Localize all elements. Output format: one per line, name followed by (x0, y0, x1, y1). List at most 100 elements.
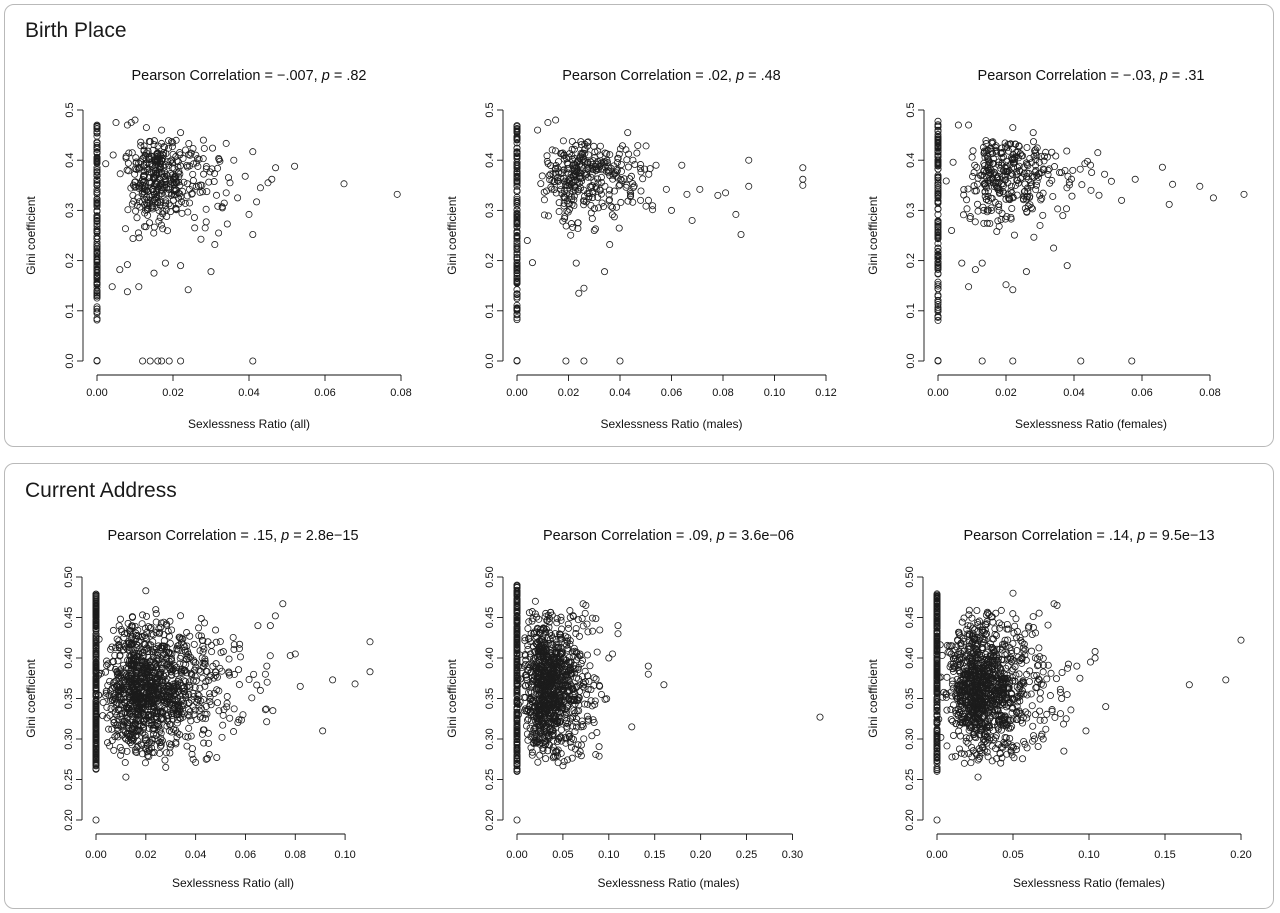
scatter-point (607, 202, 615, 210)
scatter-point (123, 261, 131, 269)
scatter-point (159, 173, 167, 181)
y-axis: 0.00.10.20.30.40.5 (484, 102, 504, 369)
scatter-point (131, 170, 139, 178)
scatter-point (161, 175, 169, 183)
y-tick-label: 0.3 (484, 203, 496, 218)
scatter-point (606, 151, 614, 159)
y-axis: 0.00.10.20.30.40.5 (64, 102, 84, 369)
y-tick-label: 0.3 (64, 203, 76, 218)
scatter-point (603, 150, 611, 158)
scatter-point (137, 180, 145, 188)
scatter-point (124, 206, 132, 214)
scatter-point (543, 152, 551, 160)
scatter-point (184, 286, 192, 294)
y-tick-label: 0.5 (484, 102, 496, 117)
scatter-point (146, 357, 154, 365)
scatter-point (1046, 692, 1054, 700)
scatter-point (596, 142, 604, 150)
scatter-point (150, 169, 158, 177)
scatter-point (168, 143, 176, 151)
scatter-point (176, 181, 184, 189)
scatter-point (623, 181, 631, 189)
scatter-point (170, 164, 178, 172)
scatter-point (146, 138, 154, 146)
scatter-point (93, 186, 101, 194)
x-tick-label: 0.08 (712, 387, 733, 399)
scatter-point (142, 206, 150, 214)
scatter-point (183, 163, 191, 171)
scatter-point (93, 125, 101, 133)
scatter-point (194, 162, 202, 170)
scatter-point (172, 136, 180, 144)
scatter-point (568, 137, 576, 145)
scatter-point (193, 155, 201, 163)
scatter-point (93, 153, 101, 161)
scatter-point (93, 212, 101, 220)
scatter-point (168, 156, 176, 164)
scatter-point (93, 303, 101, 311)
x-tick-label: 0.00 (86, 387, 107, 399)
scatter-point (559, 137, 567, 145)
y-tick-label: 0.2 (484, 253, 496, 268)
scatter-point (569, 188, 577, 196)
scatter-point (134, 229, 142, 237)
scatter-point (615, 224, 623, 232)
scatter-point (143, 164, 151, 172)
scatter-point (127, 119, 135, 127)
scatter-point (93, 294, 101, 302)
y-tick-label: 0.50 (904, 566, 916, 587)
scatter-point (191, 224, 199, 232)
scatter-point (93, 253, 101, 261)
scatter-point (156, 213, 164, 221)
scatter-point (586, 183, 594, 191)
scatter-point (602, 167, 610, 175)
scatter-point (547, 161, 555, 169)
scatter-point (93, 305, 101, 313)
y-tick-label: 0.2 (64, 253, 76, 268)
scatter-point (577, 138, 585, 146)
scatter-points (513, 116, 807, 365)
scatter-point (128, 149, 136, 157)
scatter-point (1043, 675, 1051, 683)
scatter-point (642, 202, 650, 210)
scatter-point (162, 199, 170, 207)
scatter-point (249, 230, 257, 238)
scatter-point (1036, 695, 1044, 703)
scatter-point (190, 213, 198, 221)
x-tick-label: 0.10 (764, 387, 785, 399)
scatter-point (131, 183, 139, 191)
scatter-point (93, 190, 101, 198)
scatter-point (177, 129, 185, 137)
scatter-point (626, 188, 634, 196)
scatter-point (165, 161, 173, 169)
scatter-point (138, 198, 146, 206)
scatter-point (93, 195, 101, 203)
scatter-point (587, 201, 595, 209)
scatter-point (134, 164, 142, 172)
scatter-point (649, 202, 657, 210)
scatter-point (102, 160, 110, 168)
x-tick-label: 0.12 (815, 387, 836, 399)
scatter-point (192, 183, 200, 191)
scatter-point (948, 753, 956, 761)
scatter-point (93, 203, 101, 211)
scatter-point (600, 203, 608, 211)
scatter-point (155, 168, 163, 176)
scatter-point (153, 158, 161, 166)
chart-title: Pearson Correlation = .02, p = .48 (562, 68, 780, 84)
scatter-point (234, 194, 242, 202)
scatter-point (166, 157, 174, 165)
x-tick-label: 0.15 (1154, 849, 1175, 861)
scatter-point (152, 203, 160, 211)
scatter-point (626, 193, 634, 201)
y-tick-label: 0.20 (904, 809, 916, 830)
scatter-point (1060, 747, 1068, 755)
scatter-point (93, 171, 101, 179)
scatter-point (1064, 660, 1072, 668)
x-tick-label: 0.05 (1002, 849, 1023, 861)
y-tick-label: 0.5 (64, 102, 76, 117)
scatter-point (153, 191, 161, 199)
scatter-points (93, 116, 401, 365)
scatter-point (581, 140, 589, 148)
